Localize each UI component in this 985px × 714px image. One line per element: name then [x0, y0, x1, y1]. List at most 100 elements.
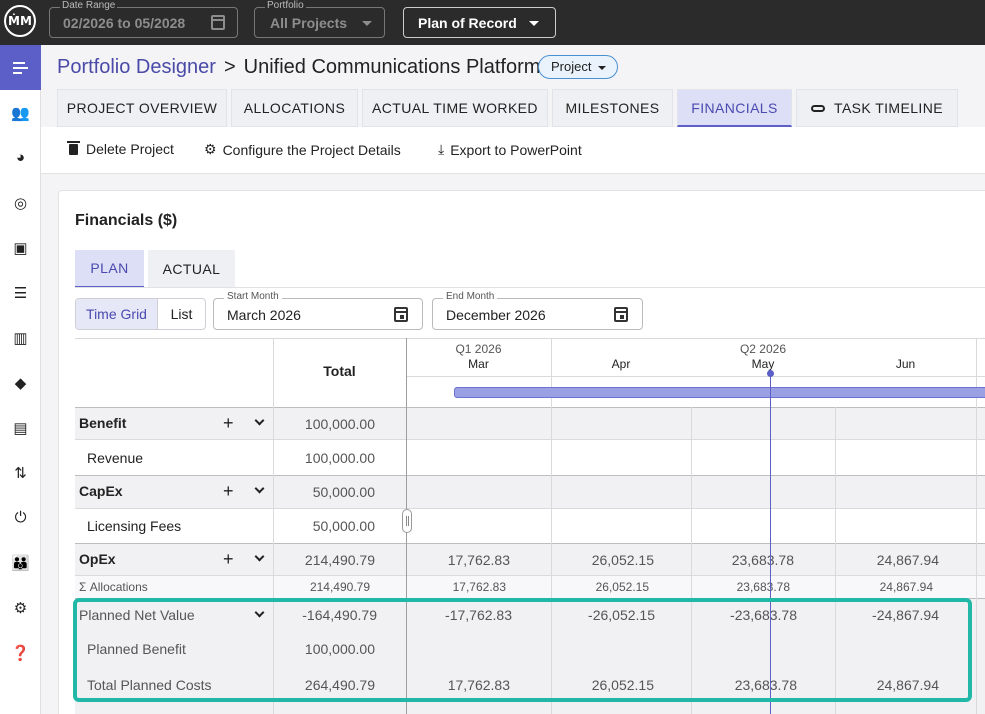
calendar-icon[interactable] [394, 307, 408, 322]
project-timeline-bar[interactable] [454, 387, 985, 398]
tab-milestones[interactable]: MILESTONES [552, 89, 673, 127]
capex-label: CapEx [79, 483, 123, 499]
date-range-label: Date Range [60, 0, 118, 12]
total-column-header: Total [323, 363, 356, 379]
list-icon: ☰ [13, 284, 28, 302]
sidebar-item-roadmap[interactable]: ◆ [0, 360, 41, 405]
month-header-jun: Jun [895, 357, 916, 371]
trash-icon [67, 140, 80, 155]
delete-project-button[interactable]: Delete Project [67, 140, 174, 157]
revenue-total: 100,000.00 [304, 450, 375, 466]
help-icon: ❓ [11, 644, 30, 662]
licensing-fees-label: Licensing Fees [87, 518, 182, 534]
people-list-icon: 👥 [11, 104, 30, 122]
sidebar-item-integrations[interactable]: ⏻ [0, 495, 41, 540]
month-header-mar: Mar [468, 357, 489, 371]
breadcrumb: Portfolio Designer > Unified Communicati… [57, 56, 540, 79]
sidebar-item-assignments[interactable]: ▣ [0, 225, 41, 270]
sidebar-menu-button[interactable] [0, 45, 41, 90]
tab-allocations[interactable]: ALLOCATIONS [231, 89, 358, 127]
revenue-label: Revenue [87, 450, 144, 466]
planned-benefit-total: 100,000.00 [304, 641, 375, 657]
add-icon[interactable]: + [223, 481, 234, 501]
download-icon: ⤓ [438, 141, 445, 157]
sidebar-item-settings[interactable]: ⚙ [0, 585, 41, 630]
column-resize-handle[interactable] [402, 509, 412, 533]
configure-project-button[interactable]: ⚙ Configure the Project Details [204, 141, 401, 158]
add-icon[interactable]: + [223, 549, 234, 569]
list-button[interactable]: List [170, 306, 193, 322]
allocations-total: 214,490.79 [309, 580, 370, 594]
planned-benefit-label: Planned Benefit [87, 641, 186, 657]
portfolio-label: Portfolio [265, 0, 306, 12]
swap-icon: ⇅ [14, 464, 27, 482]
today-marker-dot [767, 370, 774, 377]
tab-project-overview[interactable]: PROJECT OVERVIEW [57, 89, 227, 127]
chevron-down-icon [529, 21, 539, 26]
allocations-may: 23,683.78 [736, 580, 790, 594]
opex-label: OpEx [79, 551, 116, 567]
plug-icon: ⏻ [14, 509, 27, 526]
subtab-actual[interactable]: ACTUAL [148, 250, 235, 288]
app-logo[interactable]: ṀM [4, 5, 36, 37]
export-powerpoint-button[interactable]: ⤓ Export to PowerPoint [438, 141, 582, 158]
subtab-plan[interactable]: PLAN [75, 250, 144, 288]
total-planned-costs-total: 264,490.79 [304, 677, 375, 693]
add-icon[interactable]: + [223, 413, 234, 433]
breadcrumb-portfolio-designer[interactable]: Portfolio Designer [57, 56, 216, 78]
type-chip[interactable]: Project [538, 55, 619, 79]
opex-apr: 26,052.15 [591, 552, 654, 568]
clipboard-icon: ▣ [13, 239, 28, 257]
end-month-field[interactable]: End Month December 2026 [432, 291, 643, 330]
opex-mar: 17,762.83 [447, 552, 510, 568]
sidebar-item-analytics[interactable]: ◕ [0, 135, 41, 180]
plan-value: Plan of Record [418, 15, 517, 31]
planned-net-value-jun: -24,867.94 [872, 607, 939, 623]
planned-net-value-total: -164,490.79 [302, 607, 377, 623]
sidebar-item-help[interactable]: ❓ [0, 630, 41, 675]
tab-task-timeline-label: TASK TIMELINE [834, 100, 943, 116]
action-bar: Delete Project ⚙ Configure the Project D… [41, 127, 985, 174]
opex-jun: 24,867.94 [876, 552, 939, 568]
calendar-icon[interactable] [614, 307, 628, 322]
sidebar-item-teams[interactable]: 👪 [0, 540, 41, 585]
planned-net-value-apr: -26,052.15 [588, 607, 655, 623]
net-value-section-bg [75, 598, 985, 714]
time-grid-button[interactable]: Time Grid [76, 299, 158, 329]
directions-icon: ◆ [14, 374, 27, 392]
financials-grid: Total Q1 2026 Q2 2026 Mar Apr May Jun Be… [75, 338, 985, 714]
highlight-box [73, 598, 972, 702]
sidebar-item-transfers[interactable]: ⇅ [0, 450, 41, 495]
portfolio-select[interactable]: Portfolio All Projects [254, 0, 385, 38]
opex-may: 23,683.78 [731, 552, 794, 568]
date-range-select[interactable]: Date Range 02/2026 to 05/2028 [49, 0, 238, 38]
subtab-divider [75, 287, 985, 288]
menu-icon [13, 61, 28, 74]
delete-project-label: Delete Project [86, 141, 174, 157]
tab-actual-time-worked[interactable]: ACTUAL TIME WORKED [362, 89, 548, 127]
total-planned-costs-jun: 24,867.94 [876, 677, 939, 693]
benefit-total: 100,000.00 [304, 416, 375, 432]
calendar-icon [211, 15, 225, 30]
document-icon: ▤ [13, 419, 28, 437]
today-marker-line [770, 373, 771, 714]
end-month-label: End Month [443, 291, 498, 303]
sidebar-item-people[interactable]: 👥 [0, 90, 41, 135]
configure-project-label: Configure the Project Details [222, 141, 401, 158]
sidebar-item-documents[interactable]: ▤ [0, 405, 41, 450]
plan-select[interactable]: Plan of Record [403, 7, 556, 38]
start-month-value: March 2026 [227, 307, 301, 323]
export-powerpoint-label: Export to PowerPoint [450, 141, 582, 158]
sidebar: 👥 ◕ ◎ ▣ ☰ ▥ ◆ ▤ ⇅ ⏻ 👪 ⚙ ❓ [0, 45, 41, 714]
tab-financials[interactable]: FINANCIALS [677, 89, 792, 127]
tab-task-timeline[interactable]: TASK TIMELINE [796, 89, 958, 127]
sidebar-item-board[interactable]: ▥ [0, 315, 41, 360]
licensing-fees-total: 50,000.00 [312, 518, 375, 534]
group-icon: 👪 [11, 554, 30, 572]
gear-icon: ⚙ [204, 141, 217, 157]
sidebar-item-list[interactable]: ☰ [0, 270, 41, 315]
month-header-apr: Apr [611, 357, 631, 371]
sidebar-item-goals[interactable]: ◎ [0, 180, 41, 225]
start-month-field[interactable]: Start Month March 2026 [213, 291, 423, 330]
planned-net-value-may: -23,683.78 [730, 607, 797, 623]
